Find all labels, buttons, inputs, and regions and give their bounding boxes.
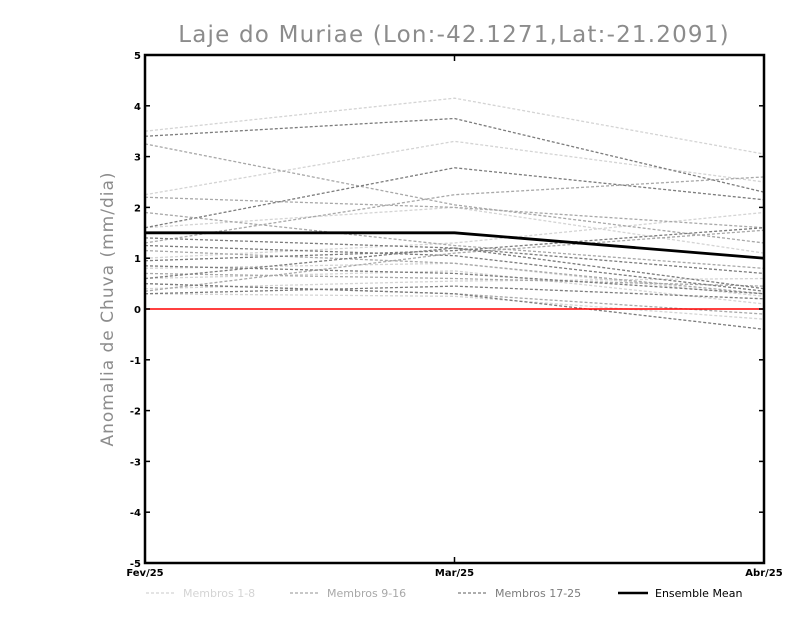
y-tick-label: -2 bbox=[130, 407, 141, 418]
series-line-member-10 bbox=[144, 196, 765, 229]
legend: Membros 1-8 Membros 9-16 Membros 17-25 Ense… bbox=[146, 587, 742, 600]
series-line-member-24 bbox=[144, 282, 765, 330]
y-tick-label: -5 bbox=[130, 559, 141, 570]
chart-title: Laje do Muriae (Lon:-42.1271,Lat:-21.209… bbox=[178, 22, 730, 48]
series-line-member-17 bbox=[144, 117, 765, 193]
y-tick-label: 1 bbox=[134, 254, 141, 265]
x-tick-label: Abr/25 bbox=[745, 568, 782, 579]
mean-layer bbox=[145, 231, 765, 260]
series-line-member-4 bbox=[144, 211, 765, 259]
y-axis-label: Anomalia de Chuva (mm/dia) bbox=[98, 171, 118, 446]
series-line-member-20 bbox=[144, 244, 765, 292]
series-line-member-25 bbox=[144, 285, 765, 300]
y-tick-label: 5 bbox=[134, 51, 141, 62]
series-line-member-23 bbox=[144, 247, 765, 290]
x-tick-label: Fev/25 bbox=[126, 568, 163, 579]
legend-label: Ensemble Mean bbox=[655, 587, 742, 600]
y-axis: 5 4 3 2 1 0 -1 -2 -3 -4 -5 bbox=[130, 51, 764, 570]
series-line-member-16 bbox=[144, 229, 765, 292]
series-line-member-14 bbox=[144, 272, 765, 287]
x-axis: Fev/25 Mar/25 Abr/25 bbox=[126, 55, 783, 579]
legend-label: Membros 1-8 bbox=[183, 587, 255, 600]
y-tick-label: 0 bbox=[134, 305, 141, 316]
series-line-ensemble-mean bbox=[145, 231, 765, 260]
y-tick-label: 4 bbox=[134, 102, 141, 113]
y-tick-label: -3 bbox=[130, 457, 141, 468]
series-line-member-22 bbox=[144, 265, 765, 295]
y-tick-label: -4 bbox=[130, 508, 141, 519]
series-line-member-19 bbox=[144, 237, 765, 275]
series-line-member-15 bbox=[144, 282, 765, 315]
series-line-member-21 bbox=[144, 227, 765, 262]
series-line-member-18 bbox=[144, 167, 765, 229]
series-line-member-8 bbox=[144, 293, 765, 320]
series-line-member-9 bbox=[144, 143, 765, 244]
y-tick-label: 2 bbox=[134, 203, 141, 214]
y-tick-label: -1 bbox=[130, 356, 141, 367]
legend-label: Membros 17-25 bbox=[495, 587, 581, 600]
series-line-member-3 bbox=[144, 206, 765, 254]
series-line-member-11 bbox=[144, 211, 765, 270]
y-tick-label: 3 bbox=[134, 153, 141, 164]
series-line-member-1 bbox=[144, 97, 765, 155]
series-line-member-5 bbox=[144, 262, 765, 297]
series-line-member-2 bbox=[144, 140, 765, 196]
series-layer bbox=[144, 97, 765, 330]
x-tick-label: Mar/25 bbox=[435, 568, 474, 579]
series-line-member-6 bbox=[144, 270, 765, 305]
legend-label: Membros 9-16 bbox=[327, 587, 406, 600]
